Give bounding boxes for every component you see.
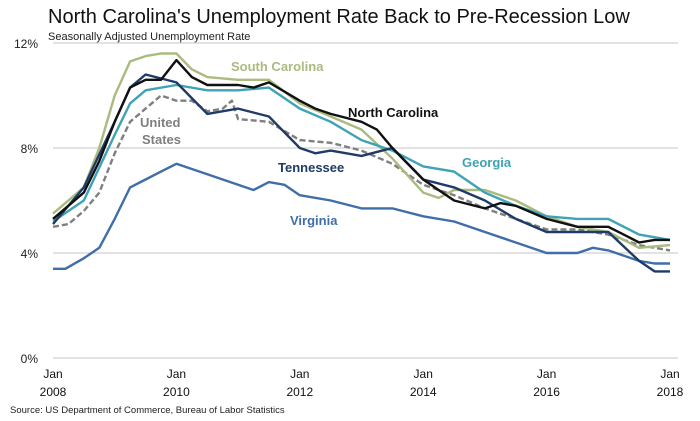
series-label: United xyxy=(140,115,181,130)
x-tick-label: Jan xyxy=(537,367,556,381)
x-tick-label: 2010 xyxy=(163,385,190,399)
x-tick-label: Jan xyxy=(167,367,186,381)
y-tick-label: 4% xyxy=(21,247,39,261)
y-tick-label: 12% xyxy=(14,37,38,51)
series-line-north-carolina xyxy=(52,58,670,244)
x-tick-label: 2014 xyxy=(410,385,437,399)
x-tick-label: 2008 xyxy=(40,385,67,399)
series-line-tennessee xyxy=(52,73,670,273)
series-line-georgia xyxy=(52,83,671,242)
x-tick-label: Jan xyxy=(43,367,62,381)
y-tick-label: 8% xyxy=(21,142,39,156)
x-tick-label: 2018 xyxy=(657,385,684,399)
series-label: Georgia xyxy=(462,155,512,170)
series-label: States xyxy=(142,132,181,147)
series-label: Tennessee xyxy=(278,160,344,175)
x-tick-label: 2016 xyxy=(533,385,560,399)
chart-subtitle: Seasonally Adjusted Unemployment Rate xyxy=(48,31,251,43)
x-tick-label: Jan xyxy=(660,367,679,381)
chart-title: North Carolina's Unemployment Rate Back … xyxy=(48,6,630,28)
series-label: Virginia xyxy=(290,213,338,228)
x-tick-label: Jan xyxy=(414,367,433,381)
series-label: South Carolina xyxy=(231,59,324,74)
x-tick-label: Jan xyxy=(290,367,309,381)
y-tick-label: 0% xyxy=(21,352,39,366)
x-tick-label: 2012 xyxy=(286,385,313,399)
source-note: Source: US Department of Commerce, Burea… xyxy=(10,405,285,416)
series-label: North Carolina xyxy=(348,105,439,120)
series-line-virginia xyxy=(53,162,670,270)
